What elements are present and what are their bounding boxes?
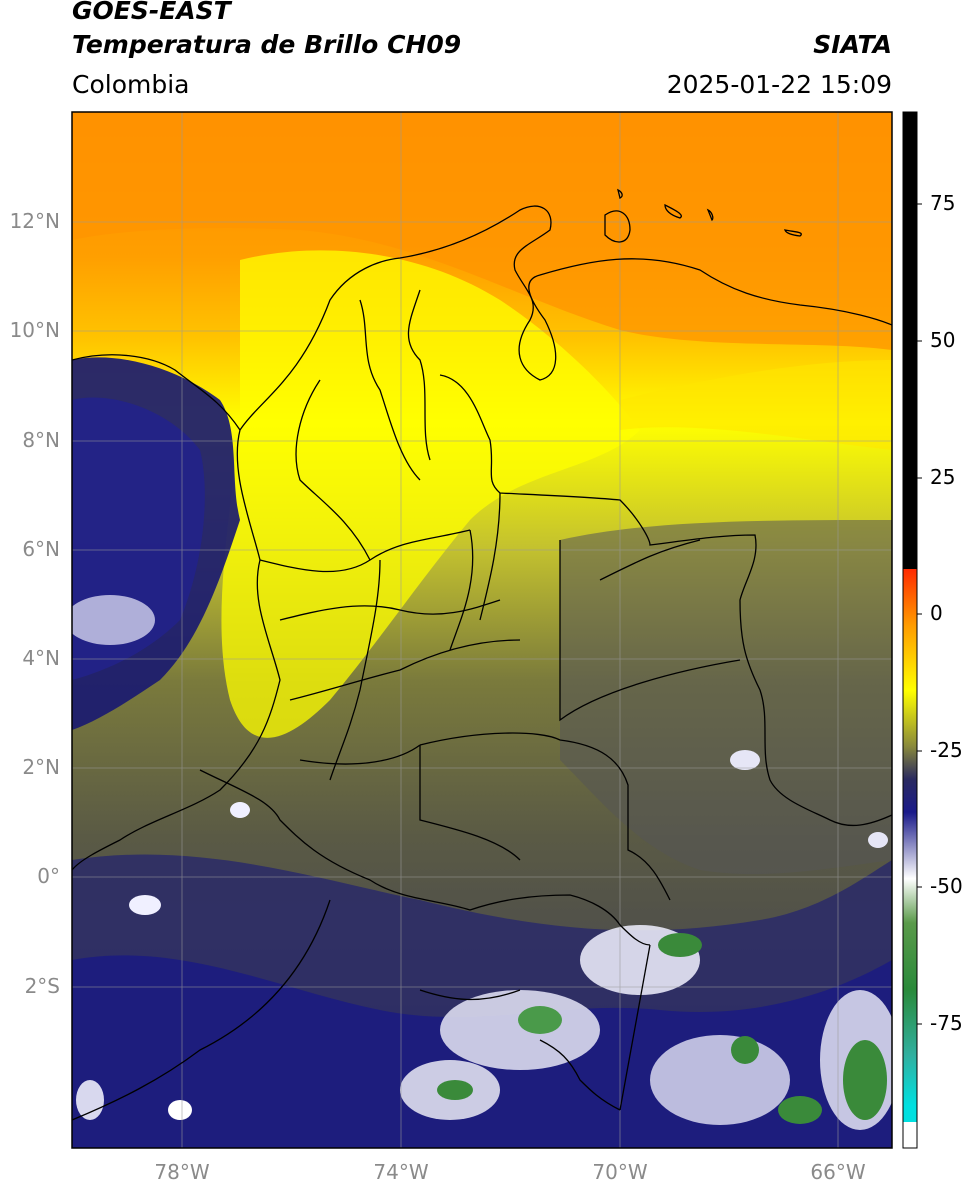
satellite-image (72, 112, 892, 1148)
colorbar-label-25: 25 (930, 465, 956, 489)
region-label: Colombia (72, 70, 190, 99)
lat-label-10n: 10°N (9, 318, 60, 342)
country-borders (72, 188, 892, 1121)
lat-label-4n: 4°N (22, 646, 60, 670)
colorbar-label-minus25: -25 (930, 738, 963, 762)
lon-label-78w: 78°W (154, 1160, 210, 1184)
title-product: Temperatura de Brillo CH09 (72, 30, 462, 59)
lat-label-8n: 8°N (22, 428, 60, 452)
colorbar-label-50: 50 (930, 328, 956, 352)
graticule (72, 112, 892, 1148)
colorbar (902, 111, 922, 1149)
lat-label-0: 0° (37, 864, 60, 888)
lon-label-66w: 66°W (810, 1160, 866, 1184)
title-satellite: GOES-EAST (72, 0, 231, 25)
colorbar-label-minus75: -75 (930, 1011, 963, 1035)
colorbar-label-75: 75 (930, 191, 956, 215)
map-frame (71, 111, 893, 1149)
lat-label-12n: 12°N (9, 209, 60, 233)
lon-label-70w: 70°W (592, 1160, 648, 1184)
lon-label-74w: 74°W (373, 1160, 429, 1184)
colorbar-label-0: 0 (930, 601, 943, 625)
lat-label-6n: 6°N (22, 537, 60, 561)
brand-label: SIATA (813, 30, 892, 59)
lat-label-2n: 2°N (22, 755, 60, 779)
lat-label-2s: 2°S (24, 974, 60, 998)
colorbar-label-minus50: -50 (930, 874, 963, 898)
timestamp-label: 2025-01-22 15:09 (666, 70, 892, 99)
